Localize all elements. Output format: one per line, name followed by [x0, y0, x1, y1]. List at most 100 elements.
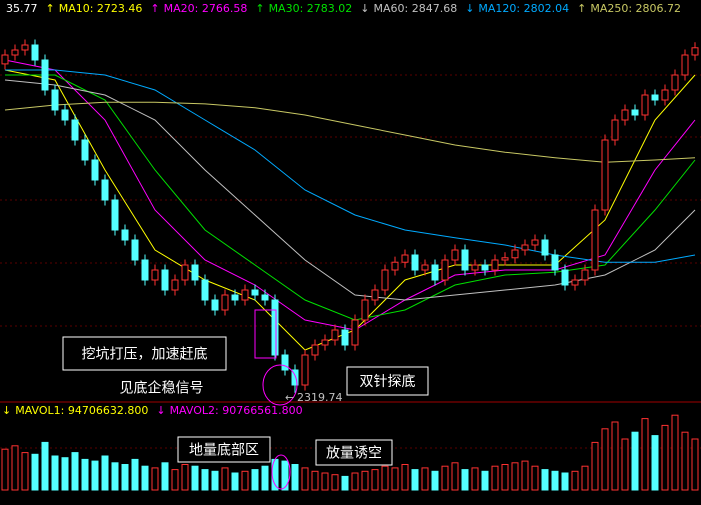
candle-body [61, 109, 69, 121]
volume-bar [251, 469, 259, 491]
volume-bar [181, 464, 189, 491]
candle-body [571, 279, 579, 286]
candle-body [321, 339, 329, 346]
candle-body [471, 264, 479, 271]
legend-entry: MA120: 2802.04 [478, 2, 569, 15]
volume-bar [301, 467, 309, 491]
volume-bar [41, 441, 49, 491]
volume-bar [61, 457, 69, 491]
volume-bar [401, 464, 409, 491]
legend-arrow: ↑ [255, 2, 264, 15]
legend-entry: MA30: 2783.02 [269, 2, 353, 15]
candle-body [11, 49, 19, 56]
legend-entry: MA20: 2766.58 [164, 2, 248, 15]
volume-bar [571, 470, 579, 491]
legend-arrow: ↑ [150, 2, 159, 15]
candle-body [111, 199, 119, 231]
candle-body [691, 47, 699, 56]
volume-bar [11, 445, 19, 491]
legend-arrow: ↑ [577, 2, 586, 15]
volume-bar [671, 414, 679, 491]
candle-body [301, 354, 309, 386]
volume-bar [221, 467, 229, 491]
volume-bar [141, 465, 149, 491]
volume-bar [621, 438, 629, 491]
candle-body [641, 94, 649, 116]
legend: 35.77 ↑ MA10: 2723.46 ↑ MA20: 2766.58 ↑ MA30: … [6, 2, 681, 15]
candle-body [511, 249, 519, 259]
volume-bar [651, 435, 659, 491]
annotation: 放量诱空 [326, 446, 382, 462]
legend-entry: 35.77 [6, 2, 38, 15]
volume-bar [131, 458, 139, 491]
candle-body [281, 354, 289, 371]
candle-body [41, 59, 49, 91]
volume-bar [441, 465, 449, 491]
annotation: 挖坑打压，加速赶底 [82, 346, 208, 363]
volume-bar [361, 470, 369, 491]
legend-arrow: ↓ [156, 404, 165, 417]
legend-entry: MA60: 2847.68 [373, 2, 457, 15]
candle-body [81, 139, 89, 161]
volume-bar [161, 462, 169, 491]
candle-body [611, 119, 619, 141]
legend-entry: MAVOL2: 90766561.800 [170, 404, 303, 417]
candle-body [31, 44, 39, 61]
candle-body [231, 294, 239, 301]
volume-bar [531, 465, 539, 491]
volume-bar [21, 452, 29, 491]
candle-body [561, 269, 569, 286]
volume-bar [491, 465, 499, 491]
volume-bar [281, 460, 289, 491]
candle-body [621, 109, 629, 121]
annotation-box [62, 336, 227, 371]
candle-body [191, 264, 199, 281]
annotation-box [105, 375, 218, 400]
candle-body [201, 279, 209, 301]
candle-body [1, 54, 9, 65]
volume-bar [461, 469, 469, 491]
volume-bar [431, 470, 439, 491]
volume-bar [351, 472, 359, 491]
volume-bar [91, 460, 99, 491]
volume-bar [31, 453, 39, 491]
highlight-box [254, 309, 277, 359]
candle-body [351, 319, 359, 346]
low-arrow: ← [285, 391, 294, 404]
candle-body [171, 279, 179, 291]
volume-bar [191, 465, 199, 491]
volume-bar [551, 470, 559, 491]
candle-body [211, 299, 219, 311]
volume-bar [611, 421, 619, 491]
volume-bar [661, 424, 669, 491]
candle-body [221, 294, 229, 311]
candle-body [581, 269, 589, 281]
candle-body [651, 94, 659, 101]
candle-body [461, 249, 469, 271]
candle-body [551, 254, 559, 271]
volume-bar [211, 470, 219, 491]
volume-bar [601, 428, 609, 491]
annotation: 地量底部区 [189, 443, 259, 459]
legend-arrow: ↓ [465, 2, 474, 15]
annotation-box [346, 366, 429, 396]
volume-bar [71, 452, 79, 491]
volume-bar [451, 462, 459, 491]
candle-body [481, 264, 489, 271]
annotation-box [315, 439, 393, 466]
candle-body [371, 289, 379, 301]
volume-bar [231, 472, 239, 491]
candle-body [451, 249, 459, 261]
candle-body [601, 139, 609, 211]
volume-bar [241, 470, 249, 491]
candle-body [151, 269, 159, 281]
candle-body [101, 179, 109, 201]
highlight-ellipse [262, 364, 298, 406]
low-label: 2319.74 [297, 391, 343, 404]
candle-body [311, 344, 319, 356]
volume-bar [311, 470, 319, 491]
volume-bar [691, 438, 699, 491]
annotation: 双针探底 [360, 374, 416, 390]
volume-bar [151, 467, 159, 491]
candle-body [161, 269, 169, 291]
